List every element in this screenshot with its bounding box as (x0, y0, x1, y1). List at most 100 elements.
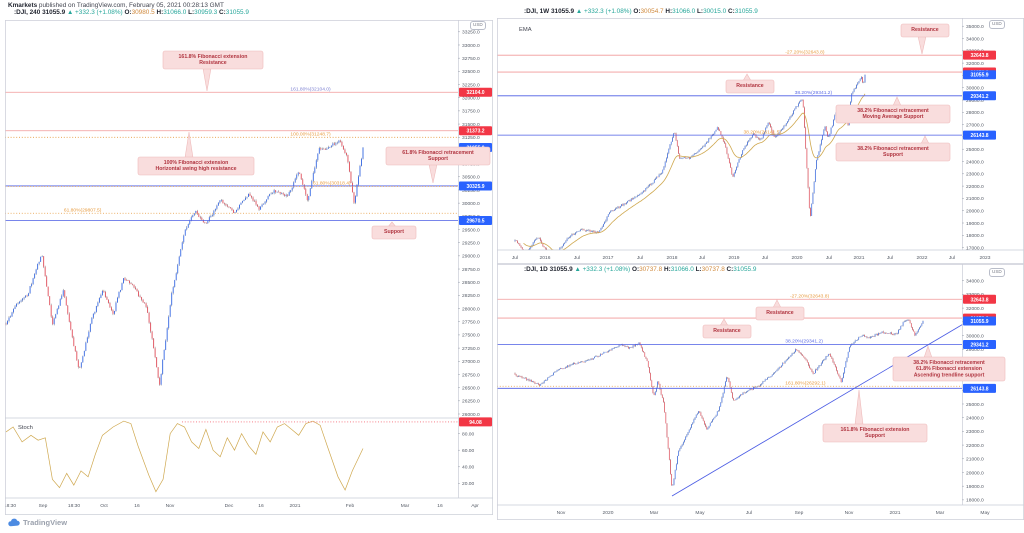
svg-text:40.00: 40.00 (462, 465, 475, 471)
svg-text:27250.0: 27250.0 (462, 346, 480, 352)
callout-pointer (917, 35, 927, 55)
svg-text:30000.0: 30000.0 (966, 86, 984, 92)
callout-annotation[interactable]: Resistance (725, 73, 775, 94)
svg-text:Resistance: Resistance (911, 27, 939, 33)
candles-series (514, 74, 866, 250)
header-segment: 31055.9 (733, 266, 757, 273)
svg-text:Sep: Sep (39, 503, 48, 509)
price-tag: 32104.0 (459, 87, 492, 97)
svg-text:31055.9: 31055.9 (970, 73, 988, 79)
svg-text:22000.0: 22000.0 (966, 184, 984, 190)
svg-text:31250.0: 31250.0 (462, 135, 480, 141)
header-segment: ▲ +332.3 (+1.08%) (66, 9, 125, 16)
time-axis[interactable]: Nov 2020 Mar May Jul Sep Nov 2021 Mar May (497, 504, 1024, 516)
svg-text:16: 16 (437, 503, 443, 509)
header-segment: :DJI, 1D (524, 266, 550, 273)
svg-text:32000.0: 32000.0 (462, 96, 480, 102)
svg-text:Jul: Jul (699, 255, 705, 261)
callout-pointer (428, 163, 438, 184)
price-levels[interactable]: -27.20%(32643.8) 38.20%(29341.2) 161.80%(2… (497, 293, 962, 389)
svg-text:Sep: Sep (795, 510, 804, 516)
header-segment: O: (124, 9, 132, 16)
ascending-trendline[interactable] (671, 322, 966, 497)
price-tag: 31373.2 (459, 126, 492, 136)
candles-series (5, 139, 364, 386)
fib-level-label: 38.20%(29341.2) (795, 90, 833, 96)
fib-level-label: 38.20%(29341.2) (785, 339, 823, 345)
header-segment: 31055.9 (549, 266, 575, 273)
header-segment: L: (697, 8, 704, 15)
svg-text:Support: Support (883, 152, 903, 158)
header-segment: O: (633, 8, 641, 15)
svg-text:29341.2: 29341.2 (970, 94, 988, 100)
callout-annotation[interactable]: Resistance (755, 299, 805, 321)
header-segment: 30959.3 (194, 9, 220, 16)
svg-text:31373.2: 31373.2 (466, 129, 484, 135)
tradingview-watermark-label: TradingView (23, 518, 68, 527)
svg-text:18000.0: 18000.0 (966, 233, 984, 239)
svg-text:2023: 2023 (980, 255, 991, 261)
price-tag: 29341.2 (963, 340, 996, 350)
overlay-indicator-label: EMA (519, 27, 532, 33)
svg-text:25000.0: 25000.0 (966, 147, 984, 153)
price-axis[interactable]: 26000.0 26250.0 26500.0 26750.0 27000.0 27250… (458, 20, 493, 515)
currency-badge-1d: USD (989, 268, 1005, 277)
svg-text:Mar: Mar (650, 510, 659, 516)
svg-text:Moving Average Support: Moving Average Support (862, 114, 923, 120)
tradingview-watermark[interactable]: TradingView (8, 518, 67, 527)
callout-pointer (854, 389, 864, 426)
chart-dji4h[interactable]: 161.80%(32104.0) 100.00%(31248.7) 61.80%(3… (5, 20, 493, 515)
callout-pointer (202, 67, 212, 92)
time-axis[interactable]: Jul 2016 Jul 2017 Jul 2018 Jul 2019 Jul 2020 Jul 20… (497, 249, 1024, 261)
svg-text:35000.0: 35000.0 (966, 24, 984, 30)
price-axis[interactable]: 18000.0 19000.0 20000.0 21000.0 22000.0 23000… (962, 264, 1024, 520)
header-segment: H: (663, 266, 671, 273)
svg-text:30325.9: 30325.9 (466, 184, 484, 190)
callout-annotation[interactable]: Support (371, 221, 417, 240)
price-tag: 29670.5 (459, 216, 492, 226)
callout-pointer (923, 345, 933, 359)
svg-text:Support: Support (428, 156, 448, 162)
svg-text:29500.0: 29500.0 (462, 227, 480, 233)
callout-annotation[interactable]: Resistance (900, 23, 950, 55)
chart-dji1w[interactable]: -27.20%(32643.8) 38.20%(29341.2) 38.20%(26… (497, 18, 1024, 264)
callout-annotation[interactable]: Resistance (702, 318, 752, 339)
header-segment: :DJI, 1W (524, 8, 551, 15)
svg-text:29000.0: 29000.0 (966, 98, 984, 104)
svg-text:Horizontal swing high resistan: Horizontal swing high resistance (156, 166, 237, 172)
fib-level-label: -27.20%(32643.8) (785, 49, 825, 55)
svg-text:28000.0: 28000.0 (966, 110, 984, 116)
chart-dji1d[interactable]: -27.20%(32643.8) 38.20%(29341.2) 161.80%(2… (497, 264, 1024, 520)
header-segment: H: (156, 9, 164, 16)
svg-text:May: May (695, 510, 705, 516)
time-axis[interactable]: 18:30 Sep 18:30 Oct 16 Nov Dec 16 2021 Feb Mar 16 Ap… (5, 497, 493, 509)
svg-text:Jul: Jul (826, 255, 832, 261)
panel-border (497, 264, 1024, 520)
panel-border (5, 20, 493, 515)
svg-text:30500.0: 30500.0 (462, 175, 480, 181)
svg-text:31750.0: 31750.0 (462, 109, 480, 115)
svg-text:27000.0: 27000.0 (966, 122, 984, 128)
svg-text:26500.0: 26500.0 (462, 385, 480, 391)
price-tag: 32643.8 (963, 50, 996, 60)
fib-level-label: -27.20%(32643.8) (790, 293, 830, 299)
price-levels[interactable]: -27.20%(32643.8) 38.20%(29341.2) 38.20%(26… (497, 49, 962, 136)
svg-text:2019: 2019 (729, 255, 740, 261)
price-axis[interactable]: 17000.0 18000.0 19000.0 20000.0 21000.0 22000… (962, 18, 1024, 264)
svg-text:18:30: 18:30 (68, 503, 81, 509)
svg-text:2021: 2021 (290, 503, 301, 509)
fib-level-label: 61.80%(29807.5) (64, 207, 102, 213)
price-tag: 31055.9 (963, 70, 996, 80)
ema-line[interactable] (523, 93, 866, 252)
svg-text:Jul: Jul (762, 255, 768, 261)
stoch-line[interactable] (5, 420, 364, 493)
price-levels[interactable]: 161.80%(32104.0) 100.00%(31248.7) 61.80%(3… (5, 86, 458, 221)
svg-text:Apr: Apr (471, 503, 479, 509)
